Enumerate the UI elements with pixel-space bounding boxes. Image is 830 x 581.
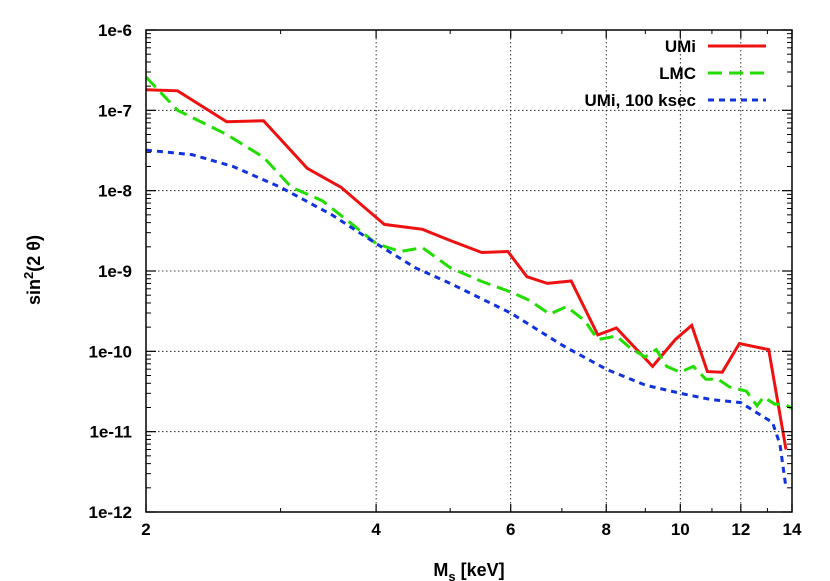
x-tick-label: 2 <box>141 520 150 539</box>
series-line-3 <box>146 148 788 489</box>
legend-label-3: UMi, 100 ksec <box>584 91 696 110</box>
x-axis-label: Ms [keV] <box>433 560 504 581</box>
series-lines <box>146 75 792 489</box>
y-tick-label: 1e-9 <box>98 262 132 281</box>
legend-label-2: LMC <box>659 64 696 83</box>
x-axis-label-subscript: s <box>448 569 455 581</box>
legend: UMi LMC UMi, 100 ksec <box>584 37 766 110</box>
x-axis-label-unit: [keV] <box>456 560 505 580</box>
grid-lines <box>146 30 792 512</box>
x-tick-label: 8 <box>601 520 610 539</box>
x-axis-label-main: M <box>433 560 448 580</box>
y-axis-label: sin2(2 θ) <box>21 235 44 305</box>
x-tick-label: 12 <box>731 520 750 539</box>
y-tick-label: 1e-7 <box>98 101 132 120</box>
y-tick-label: 1e-6 <box>98 21 132 40</box>
y-tick-label: 1e-10 <box>89 342 132 361</box>
y-axis-label-superscript: 2 <box>21 272 36 279</box>
series-line-2 <box>146 75 792 410</box>
y-axis-label-rest: (2 θ) <box>24 235 44 272</box>
y-tick-label: 1e-11 <box>89 423 132 442</box>
x-tick-label: 4 <box>371 520 381 539</box>
plot-frame <box>145 29 793 513</box>
y-tick-label: 1e-8 <box>98 182 132 201</box>
y-axis-label-main: sin <box>24 279 44 305</box>
series-line-1 <box>146 88 788 450</box>
x-tick-label: 14 <box>783 520 802 539</box>
tick-labels: 2 4 6 8 10 12 14 1e-12 1e-11 1e-10 1e-9 1e-8 1e-7 1e-… <box>89 21 802 539</box>
x-tick-label: 6 <box>506 520 515 539</box>
legend-label-1: UMi <box>665 37 696 56</box>
x-tick-label: 10 <box>671 520 690 539</box>
y-tick-label: 1e-12 <box>89 503 132 522</box>
